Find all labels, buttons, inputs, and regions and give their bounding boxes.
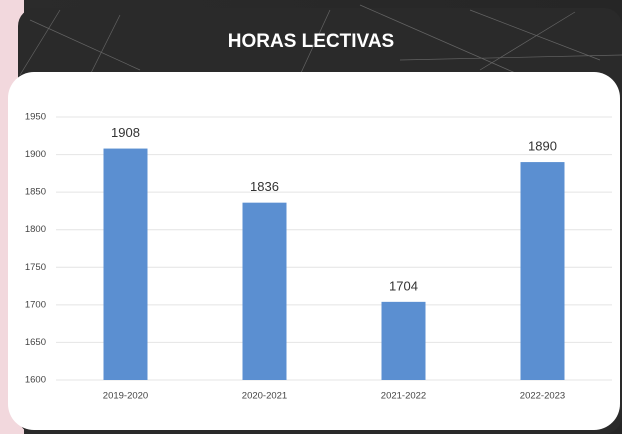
decor-lines (19, 4, 622, 76)
y-tick-label: 1600 (25, 375, 46, 386)
y-tick-label: 1900 (25, 149, 46, 160)
bar (242, 202, 287, 380)
y-tick-label: 1800 (25, 224, 46, 235)
x-tick-label: 2020-2021 (242, 391, 287, 402)
data-label: 1704 (389, 278, 418, 293)
y-tick-label: 1750 (25, 262, 46, 273)
x-tick-label: 2022-2023 (520, 391, 565, 402)
bar (381, 301, 426, 380)
bar (520, 162, 565, 380)
data-label: 1836 (250, 179, 279, 194)
chart-card (8, 72, 620, 430)
y-tick-label: 1650 (25, 337, 46, 348)
bar (103, 148, 148, 380)
y-tick-label: 1850 (25, 187, 46, 198)
plot-area: 1600 1650 1700 1750 1800 1850 1900 1950 2019-202… (25, 112, 612, 402)
y-tick-label: 1700 (25, 299, 46, 310)
data-label: 1890 (528, 139, 557, 154)
data-label: 1908 (111, 125, 140, 140)
x-tick-label: 2021-2022 (381, 391, 426, 402)
x-tick-label: 2019-2020 (103, 391, 148, 402)
y-tick-label: 1950 (25, 112, 46, 123)
chart-title: HORAS LECTIVAS (228, 31, 394, 52)
